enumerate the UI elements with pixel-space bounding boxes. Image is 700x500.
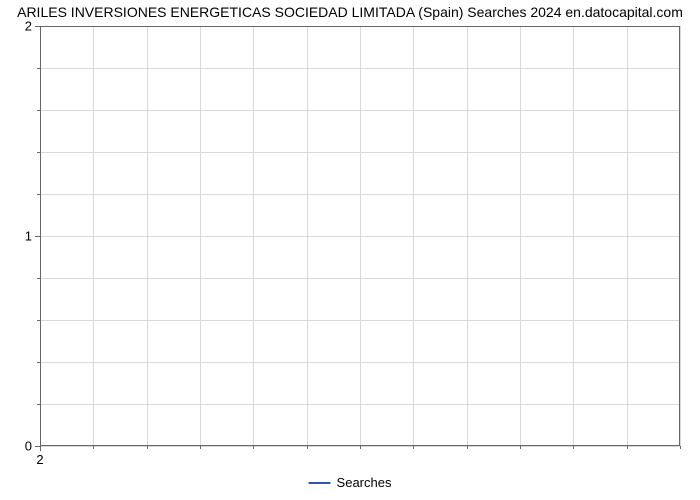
xtick-mark (360, 446, 361, 449)
gridline-v (93, 26, 94, 446)
xtick-mark (253, 446, 254, 449)
gridline-v (627, 26, 628, 446)
xtick-mark (147, 446, 148, 449)
ytick-label: 1 (25, 229, 32, 244)
gridline-v (573, 26, 574, 446)
xtick-mark (93, 446, 94, 449)
xtick-mark (413, 446, 414, 449)
xtick-label: 2 (36, 452, 43, 467)
gridline-v (680, 26, 681, 446)
chart-title: ARILES INVERSIONES ENERGETICAS SOCIEDAD … (0, 4, 700, 20)
gridline-v (413, 26, 414, 446)
gridline-v (520, 26, 521, 446)
gridline-v (147, 26, 148, 446)
xtick-mark (627, 446, 628, 449)
gridline-v (40, 26, 41, 446)
ytick-major-mark (35, 26, 40, 27)
legend-line-icon (309, 482, 331, 484)
chart-container: ARILES INVERSIONES ENERGETICAS SOCIEDAD … (0, 0, 700, 500)
ytick-label: 0 (25, 439, 32, 454)
xtick-major-mark (40, 446, 41, 451)
legend-label: Searches (337, 475, 392, 490)
plot-area: 0122 (40, 26, 680, 446)
gridline-v (307, 26, 308, 446)
xtick-mark (680, 446, 681, 449)
ytick-label: 2 (25, 19, 32, 34)
legend: Searches (309, 475, 392, 490)
gridline-v (253, 26, 254, 446)
xtick-mark (307, 446, 308, 449)
xtick-mark (200, 446, 201, 449)
gridline-v (467, 26, 468, 446)
xtick-mark (520, 446, 521, 449)
gridline-v (200, 26, 201, 446)
xtick-mark (573, 446, 574, 449)
xtick-mark (467, 446, 468, 449)
ytick-major-mark (35, 236, 40, 237)
gridline-v (360, 26, 361, 446)
